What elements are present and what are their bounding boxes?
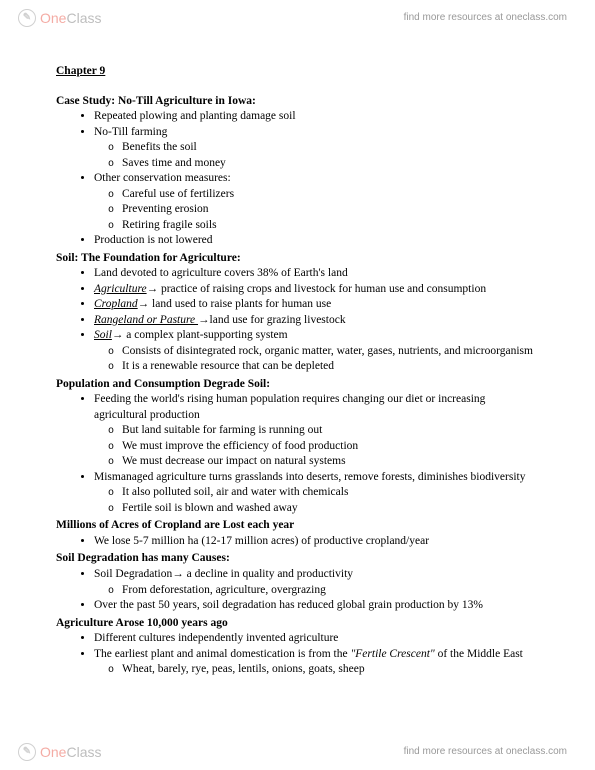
brand-logo: ✎ OneClass [18,743,101,762]
list-item: Rangeland or Pasture →land use for grazi… [94,313,539,329]
bullet-list: Different cultures independently invente… [56,631,539,678]
section-title: Soil: The Foundation for Agriculture: [56,251,539,267]
list-item: Feeding the world's rising human populat… [94,392,539,470]
list-item: Agriculture→ practice of raising crops a… [94,282,539,298]
section-title: Soil Degradation has many Causes: [56,551,539,567]
list-item: Land devoted to agriculture covers 38% o… [94,266,539,282]
list-item: Consists of disintegrated rock, organic … [122,344,539,360]
document-body: Chapter 9 Case Study: No-Till Agricultur… [0,0,595,726]
page-footer: ✎ OneClass find more resources at onecla… [0,734,595,770]
list-item: Soil→ a complex plant-supporting system … [94,328,539,375]
list-item: Careful use of fertilizers [122,187,539,203]
bullet-list: Soil Degradation→ a decline in quality a… [56,567,539,614]
list-item: Soil Degradation→ a decline in quality a… [94,567,539,598]
bullet-list: We lose 5-7 million ha (12-17 million ac… [56,534,539,550]
list-item: Mismanaged agriculture turns grasslands … [94,470,539,517]
header-tagline: find more resources at oneclass.com [404,11,567,25]
list-item: Over the past 50 years, soil degradation… [94,598,539,614]
list-item: Fertile soil is blown and washed away [122,501,539,517]
list-item: Repeated plowing and planting damage soi… [94,109,539,125]
brand-name: OneClass [40,9,101,28]
footer-tagline: find more resources at oneclass.com [404,745,567,759]
list-item: We lose 5-7 million ha (12-17 million ac… [94,534,539,550]
list-item: We must decrease our impact on natural s… [122,454,539,470]
list-item: Cropland→ land used to raise plants for … [94,297,539,313]
list-item: But land suitable for farming is running… [122,423,539,439]
list-item: We must improve the efficiency of food p… [122,439,539,455]
list-item: Saves time and money [122,156,539,172]
list-item: It is a renewable resource that can be d… [122,359,539,375]
logo-icon: ✎ [18,9,36,27]
bullet-list: Feeding the world's rising human populat… [56,392,539,516]
list-item: Wheat, barely, rye, peas, lentils, onion… [122,662,539,678]
list-item: It also polluted soil, air and water wit… [122,485,539,501]
list-item: Different cultures independently invente… [94,631,539,647]
brand-name: OneClass [40,743,101,762]
list-item: No-Till farming Benefits the soil Saves … [94,125,539,172]
list-item: The earliest plant and animal domesticat… [94,647,539,678]
list-item: From deforestation, agriculture, overgra… [122,583,539,599]
list-item: Other conservation measures: Careful use… [94,171,539,233]
logo-icon: ✎ [18,743,36,761]
bullet-list: Land devoted to agriculture covers 38% o… [56,266,539,375]
page-header: ✎ OneClass find more resources at onecla… [0,0,595,36]
section-title: Population and Consumption Degrade Soil: [56,377,539,393]
list-item: Production is not lowered [94,233,539,249]
brand-logo: ✎ OneClass [18,9,101,28]
section-title: Millions of Acres of Cropland are Lost e… [56,518,539,534]
list-item: Retiring fragile soils [122,218,539,234]
list-item: Benefits the soil [122,140,539,156]
bullet-list: Repeated plowing and planting damage soi… [56,109,539,249]
chapter-title: Chapter 9 [56,64,539,80]
list-item: Preventing erosion [122,202,539,218]
section-title: Agriculture Arose 10,000 years ago [56,616,539,632]
section-title: Case Study: No-Till Agriculture in Iowa: [56,94,539,110]
